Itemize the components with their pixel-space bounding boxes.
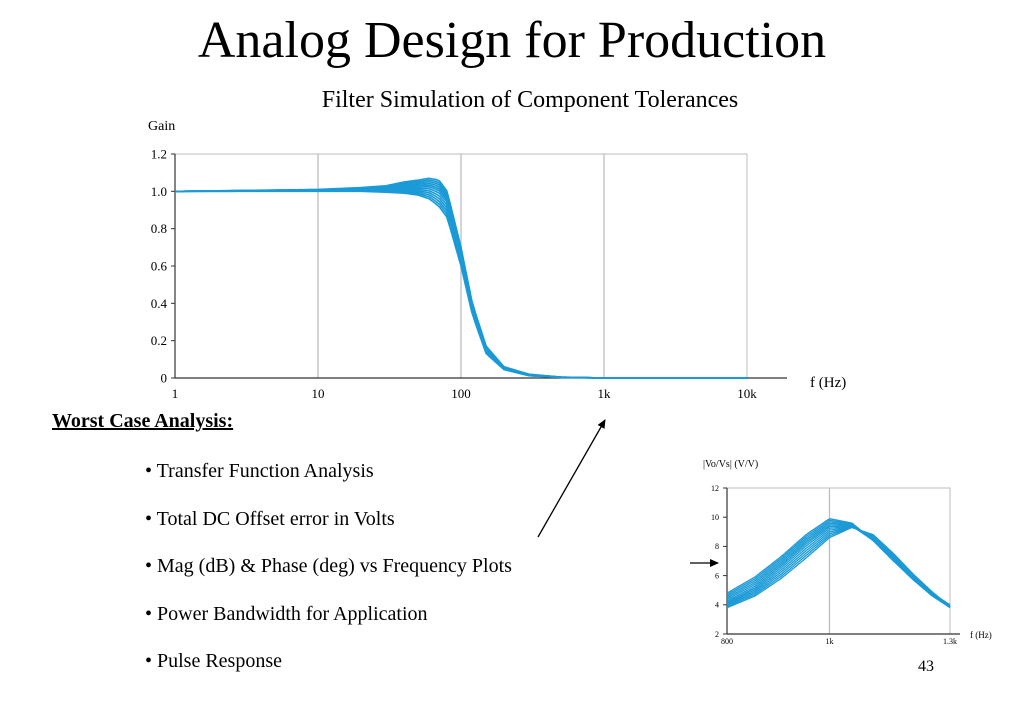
gain-chart-y-tick-label: 1.0 xyxy=(151,184,167,199)
bullet-mag-phase: • Mag (dB) & Phase (deg) vs Frequency Pl… xyxy=(145,555,512,577)
gain-chart-y-tick-label: 0.4 xyxy=(151,296,168,311)
resonance-chart-y-axis-title: |Vo/Vs| (V/V) xyxy=(703,459,758,470)
resonance-chart-curve xyxy=(726,525,951,608)
slide-title: Analog Design for Production xyxy=(197,12,827,69)
resonance-chart-curve xyxy=(726,525,951,609)
bullet-pulse-response: • Pulse Response xyxy=(145,650,283,672)
gain-chart-y-tick-label: 0 xyxy=(161,371,168,386)
gain-chart-y-tick-label: 0.8 xyxy=(151,221,167,236)
resonance-chart-y-tick-label: 6 xyxy=(715,571,719,580)
resonance-chart-x-tick-label: 1.3k xyxy=(943,637,957,645)
resonance-chart-curve xyxy=(726,526,951,609)
gain-chart-y-tick-label: 0.6 xyxy=(151,259,168,274)
resonance-chart-curve xyxy=(726,521,951,607)
bullet-transfer-function: • Transfer Function Analysis xyxy=(145,460,374,482)
resonance-chart: 800 1k 1.3k 2 4 6 8 10 12 |Vo/Vs| (V/V) f (Hz) xyxy=(703,459,992,645)
gain-chart-y-tick-label: 0.2 xyxy=(151,333,167,348)
resonance-chart-y-tick-label: 2 xyxy=(715,630,719,639)
resonance-chart-y-tick-label: 4 xyxy=(715,601,719,610)
gain-chart-x-tick-label: 10 xyxy=(312,386,325,401)
gain-chart-y-tick-label: 1.2 xyxy=(151,147,167,162)
slide-number: 43 xyxy=(918,658,934,675)
bullet-dc-offset: • Total DC Offset error in Volts xyxy=(145,508,395,530)
resonance-chart-y-tick-label: 12 xyxy=(711,484,719,493)
bullet-power-bandwidth: • Power Bandwidth for Application xyxy=(145,603,428,625)
gain-chart-x-tick-label: 10k xyxy=(737,386,757,401)
gain-chart-x-axis-title: f (Hz) xyxy=(810,375,846,391)
arrow-to-gain-chart xyxy=(537,419,606,538)
gain-chart-x-tick-label: 1k xyxy=(598,386,612,401)
gain-chart-curve xyxy=(175,190,747,379)
gain-chart-x-tick-label: 1 xyxy=(172,386,179,401)
gain-chart-y-axis-title: Gain xyxy=(148,119,175,134)
resonance-chart-curve xyxy=(726,526,951,608)
resonance-chart-y-tick-label: 8 xyxy=(715,542,719,551)
resonance-chart-y-tick-label: 10 xyxy=(711,513,719,522)
gain-frequency-chart: 1 10 100 1k 10k 0 0.2 0.4 0.6 0.8 1.0 1.2 Gain f (Hz) xyxy=(148,119,846,401)
resonance-chart-x-axis-title: f (Hz) xyxy=(970,630,992,640)
resonance-chart-x-tick-label: 800 xyxy=(721,637,733,645)
worst-case-heading: Worst Case Analysis: xyxy=(52,410,234,432)
resonance-chart-curve xyxy=(726,524,951,608)
gain-chart-x-tick-label: 100 xyxy=(451,386,471,401)
resonance-chart-curve xyxy=(726,526,951,608)
resonance-chart-x-tick-label: 1k xyxy=(825,637,833,645)
resonance-chart-curve xyxy=(726,526,951,608)
resonance-chart-curve xyxy=(726,522,951,607)
resonance-chart-plot-frame xyxy=(726,487,951,635)
resonance-chart-curve xyxy=(726,525,951,608)
slide-subtitle: Filter Simulation of Component Tolerance… xyxy=(321,87,739,113)
